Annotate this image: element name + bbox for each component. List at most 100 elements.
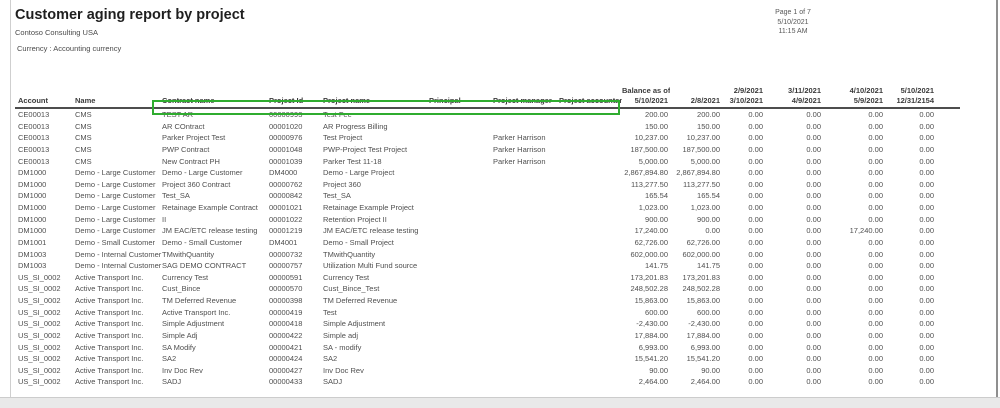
cell-bucket-4-9-2021: 0.00 bbox=[806, 319, 821, 329]
cell-project-manager bbox=[493, 108, 559, 121]
cell-balance-as-of: 165.54 bbox=[645, 191, 668, 201]
cell-bucket-5-9-2021: 0.00 bbox=[868, 133, 883, 143]
cell-account: US_SI_0002 bbox=[18, 319, 61, 329]
cell-balance-as-of: 602,000.00 bbox=[630, 249, 668, 259]
cell-bucket-5-9-2021: 0.00 bbox=[868, 284, 883, 294]
cell-contract-name: New Contract PH bbox=[162, 156, 220, 166]
cell-balance-as-of: 62,726.00 bbox=[634, 237, 668, 247]
cell-contract-name: Demo - Large Customer bbox=[162, 168, 243, 178]
cell-principal bbox=[429, 307, 493, 319]
cell-principal bbox=[429, 167, 493, 179]
cell-project-manager bbox=[493, 214, 559, 226]
cell-project-name: SADJ bbox=[323, 377, 343, 387]
cell-project-id: DM4000 bbox=[269, 168, 298, 178]
cell-bucket-3-10-2021: 0.00 bbox=[748, 237, 763, 247]
cell-project-id: 00000732 bbox=[269, 249, 303, 259]
cell-bucket-12-31-2154: 0.00 bbox=[919, 110, 934, 119]
cell-bucket-12-31-2154: 0.00 bbox=[919, 191, 934, 201]
cell-bucket-3-10-2021: 0.00 bbox=[748, 110, 763, 119]
cell-bucket-3-10-2021: 0.00 bbox=[748, 156, 763, 166]
cell-project-name: Test Fee bbox=[323, 110, 352, 119]
cell-project-id: 00000421 bbox=[269, 342, 303, 352]
cell-bucket-2-8-2021: 600.00 bbox=[697, 307, 720, 317]
cell-name: Demo - Large Customer bbox=[75, 168, 156, 178]
cell-contract-name: SADJ bbox=[162, 377, 182, 387]
cell-bucket-4-9-2021: 0.00 bbox=[806, 191, 821, 201]
cell-bucket-2-8-2021: 5,000.00 bbox=[690, 156, 720, 166]
cell-bucket-3-10-2021: 0.00 bbox=[748, 214, 763, 224]
cell-project-manager bbox=[493, 295, 559, 307]
cell-name: Demo - Large Customer bbox=[75, 179, 156, 189]
cell-bucket-4-9-2021: 0.00 bbox=[806, 272, 821, 282]
page-title: Customer aging report by project bbox=[15, 7, 245, 23]
cell-bucket-12-31-2154: 0.00 bbox=[919, 237, 934, 247]
table-row: US_SI_0002 Active Transport Inc. Simple Ad… bbox=[15, 330, 960, 342]
cell-project-manager: Parker Harrison bbox=[493, 133, 546, 143]
cell-account: US_SI_0002 bbox=[18, 354, 61, 364]
cell-bucket-2-8-2021: 200.00 bbox=[697, 110, 720, 119]
cell-bucket-3-10-2021: 0.00 bbox=[748, 284, 763, 294]
cell-project-id: 00000418 bbox=[269, 319, 303, 329]
cell-bucket-5-9-2021: 0.00 bbox=[868, 191, 883, 201]
print-date: 5/10/2021 bbox=[777, 18, 809, 26]
page-number: Page 1 of 7 bbox=[775, 9, 811, 16]
cell-bucket-12-31-2154: 0.00 bbox=[919, 214, 934, 224]
cell-account: US_SI_0002 bbox=[18, 296, 61, 305]
table-row: DM1000 Demo - Large Customer Test_SA 000008… bbox=[15, 190, 960, 202]
cell-contract-name: TM Deferred Revenue bbox=[162, 296, 237, 305]
cell-principal bbox=[429, 365, 493, 377]
cell-balance-as-of: -2,430.00 bbox=[636, 319, 668, 329]
col-header-principal: Principal bbox=[429, 86, 493, 109]
cell-bucket-3-10-2021: 0.00 bbox=[748, 296, 763, 305]
col-header-contract-name: Contract name bbox=[162, 86, 269, 109]
col-header-name: Name bbox=[75, 86, 162, 109]
cell-project-manager bbox=[493, 190, 559, 202]
cell-project-accountant bbox=[559, 108, 622, 121]
cell-project-id: 00001022 bbox=[269, 214, 303, 224]
cell-name: CMS bbox=[75, 144, 92, 154]
cell-contract-name: JM EAC/ETC release testing bbox=[162, 226, 258, 236]
cell-bucket-5-9-2021: 0.00 bbox=[868, 249, 883, 259]
cell-bucket-2-8-2021: 62,726.00 bbox=[686, 237, 720, 247]
cell-bucket-5-9-2021: 0.00 bbox=[868, 354, 883, 364]
cell-account: US_SI_0002 bbox=[18, 330, 61, 340]
cell-bucket-5-9-2021: 0.00 bbox=[868, 319, 883, 329]
cell-balance-as-of: 5,000.00 bbox=[638, 156, 668, 166]
cell-contract-name: Test_SA bbox=[162, 191, 190, 201]
cell-principal bbox=[429, 202, 493, 214]
cell-bucket-4-9-2021: 0.00 bbox=[806, 179, 821, 189]
cell-account: CE00013 bbox=[18, 156, 50, 166]
cell-bucket-5-9-2021: 0.00 bbox=[868, 144, 883, 154]
cell-bucket-12-31-2154: 0.00 bbox=[919, 179, 934, 189]
cell-balance-as-of: 6,993.00 bbox=[638, 342, 668, 352]
cell-project-id: 00000976 bbox=[269, 133, 303, 143]
cell-bucket-3-10-2021: 0.00 bbox=[748, 203, 763, 212]
cell-project-accountant bbox=[559, 190, 622, 202]
cell-bucket-2-8-2021: 2,867,894.80 bbox=[676, 168, 720, 178]
cell-contract-name: Simple Adj bbox=[162, 330, 198, 340]
cell-account: US_SI_0002 bbox=[18, 284, 61, 294]
cell-project-manager: Parker Harrison bbox=[493, 156, 546, 166]
col-header-bucket-5-9-2021: 4/10/2021 5/9/2021 bbox=[823, 86, 885, 109]
cell-contract-name: Currency Test bbox=[162, 272, 209, 282]
cell-principal bbox=[429, 376, 493, 388]
cell-principal bbox=[429, 330, 493, 342]
cell-project-accountant bbox=[559, 167, 622, 179]
cell-principal bbox=[429, 260, 493, 272]
cell-project-id: 00000591 bbox=[269, 272, 303, 282]
cell-name: Demo - Internal Customer bbox=[75, 261, 162, 271]
cell-bucket-4-9-2021: 0.00 bbox=[806, 168, 821, 178]
cell-project-name: Utilization Multi Fund source bbox=[323, 261, 418, 271]
cell-bucket-4-9-2021: 0.00 bbox=[806, 226, 821, 236]
cell-bucket-5-9-2021: 0.00 bbox=[868, 156, 883, 166]
cell-name: Active Transport Inc. bbox=[75, 330, 144, 340]
cell-bucket-12-31-2154: 0.00 bbox=[919, 330, 934, 340]
cell-project-manager bbox=[493, 249, 559, 261]
cell-contract-name: Inv Doc Rev bbox=[162, 365, 203, 375]
cell-project-name: Test bbox=[323, 307, 337, 317]
cell-account: US_SI_0002 bbox=[18, 342, 61, 352]
table-row: CE00013 CMS TEST AR 00000993 Test Fee 200.00 2… bbox=[15, 108, 960, 121]
cell-project-name: Retention Project II bbox=[323, 214, 387, 224]
cell-project-accountant bbox=[559, 144, 622, 156]
table-body: CE00013 CMS TEST AR 00000993 Test Fee 200.00 2… bbox=[15, 108, 960, 388]
